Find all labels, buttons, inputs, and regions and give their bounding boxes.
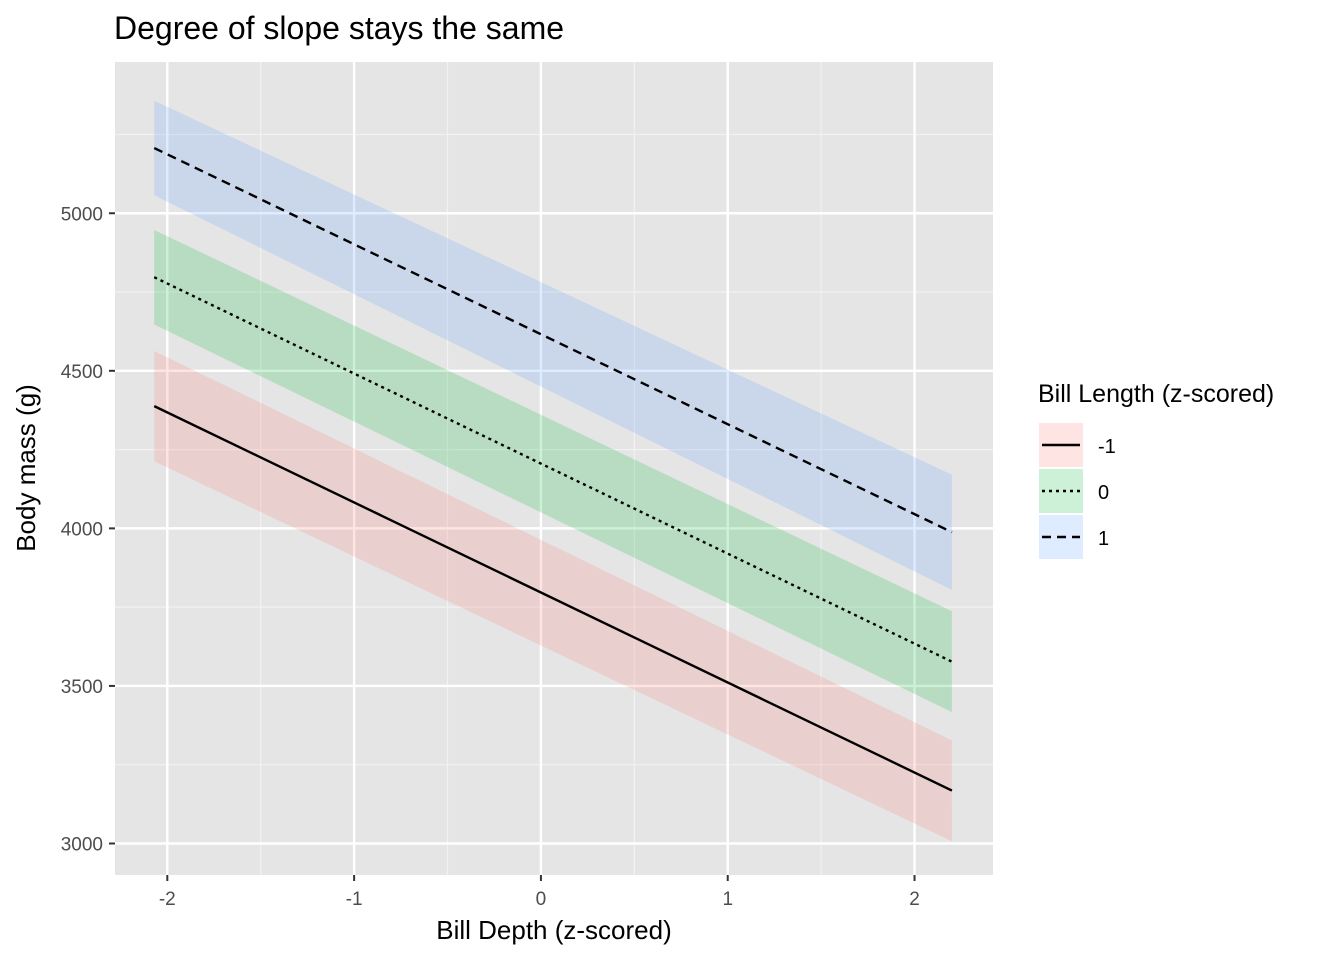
legend-item-1: 0 <box>1038 468 1109 514</box>
x-tick-label: 1 <box>722 889 733 910</box>
grid-minor <box>115 62 993 875</box>
y-tick-label: 5000 <box>61 204 103 225</box>
grid-major <box>115 62 993 875</box>
chart-title: Degree of slope stays the same <box>114 10 564 46</box>
y-axis-ticks: 3000 3500 4000 4500 5000 <box>61 204 115 855</box>
x-tick-label: 2 <box>909 889 920 910</box>
legend-label: 0 <box>1098 482 1109 504</box>
legend: Bill Length (z-scored) -1 0 1 <box>1038 380 1274 560</box>
y-tick-label: 3500 <box>61 677 103 698</box>
x-tick-label: -2 <box>159 889 176 910</box>
x-tick-label: 0 <box>536 889 547 910</box>
x-tick-label: -1 <box>346 889 363 910</box>
legend-item-2: 1 <box>1038 514 1109 560</box>
confidence-ribbons <box>154 100 952 842</box>
x-axis-title: Bill Depth (z-scored) <box>436 915 672 945</box>
y-tick-label: 4000 <box>61 519 103 540</box>
legend-item-0: -1 <box>1038 422 1116 468</box>
line-series-2 <box>153 146 953 534</box>
x-axis-ticks: -2 -1 0 1 2 <box>159 875 920 910</box>
y-tick-label: 3000 <box>61 834 103 855</box>
line-series-1 <box>153 276 953 663</box>
legend-title: Bill Length (z-scored) <box>1038 380 1274 408</box>
ribbon-series-1 <box>154 229 952 713</box>
series-lines <box>153 146 953 792</box>
ribbon-series-0 <box>154 350 952 842</box>
y-axis-title: Body mass (g) <box>11 384 41 552</box>
ribbon-series-2 <box>154 100 952 590</box>
y-tick-label: 4500 <box>61 362 103 383</box>
line-series-0 <box>153 405 953 792</box>
legend-label: 1 <box>1098 528 1109 550</box>
legend-key-bg <box>1038 468 1084 514</box>
legend-key-fill <box>1039 469 1083 513</box>
legend-label: -1 <box>1098 436 1116 458</box>
